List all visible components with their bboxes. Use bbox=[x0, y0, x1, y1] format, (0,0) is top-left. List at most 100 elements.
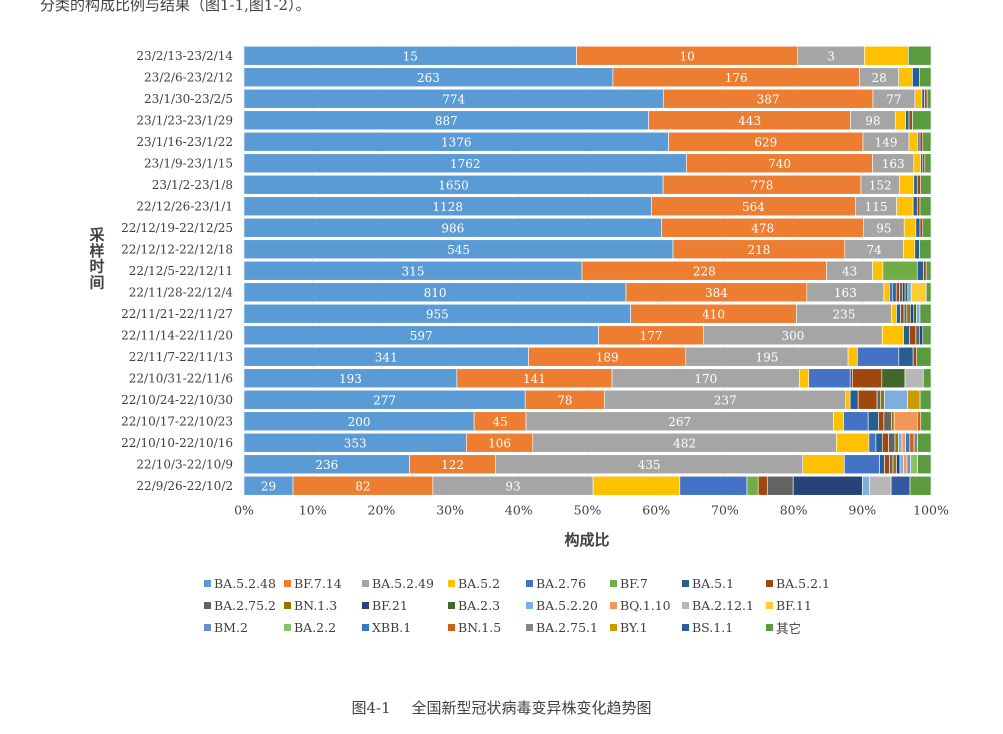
x-tick-label: 70% bbox=[711, 503, 739, 518]
data-label: 263 bbox=[417, 71, 440, 85]
legend-item: BN.1.5 bbox=[448, 620, 526, 635]
bar-segment bbox=[912, 346, 918, 367]
category-label: 22/12/19-22/12/25 bbox=[121, 221, 233, 235]
legend-swatch bbox=[682, 623, 689, 631]
x-tick-label: 10% bbox=[299, 503, 327, 518]
data-label: 315 bbox=[402, 264, 425, 278]
bar-segment bbox=[913, 153, 921, 174]
data-label: 236 bbox=[315, 458, 338, 472]
legend-label: BA.2.75.2 bbox=[214, 597, 276, 613]
bar-segment bbox=[912, 196, 918, 217]
bar-segment bbox=[882, 260, 918, 281]
legend-label: BN.1.5 bbox=[458, 619, 502, 635]
bar-segment bbox=[868, 432, 877, 453]
data-label: 218 bbox=[747, 243, 770, 257]
legend-item: BA.2.75.2 bbox=[204, 598, 284, 613]
legend-item: BA.5.2.20 bbox=[526, 598, 610, 613]
legend-label: BN.1.3 bbox=[294, 597, 338, 613]
legend-item: BF.21 bbox=[362, 598, 448, 613]
bar-segment bbox=[922, 153, 926, 174]
bar-segment bbox=[922, 368, 932, 389]
legend-swatch bbox=[362, 623, 369, 631]
bar-segment bbox=[872, 260, 884, 281]
data-label: 98 bbox=[865, 114, 880, 128]
bar-segment bbox=[892, 282, 897, 303]
category-label: 22/9/26-22/10/2 bbox=[136, 479, 233, 493]
bar-segment bbox=[679, 475, 748, 496]
legend-swatch bbox=[526, 601, 533, 609]
data-label: 778 bbox=[751, 178, 774, 192]
legend-item: BA.2.75.1 bbox=[526, 620, 610, 635]
bar-segment bbox=[910, 454, 918, 475]
bar-segment bbox=[906, 303, 911, 324]
bar-segment bbox=[906, 454, 911, 475]
bar-segment bbox=[878, 411, 885, 432]
x-tick-label: 80% bbox=[780, 503, 808, 518]
bar-segment bbox=[844, 454, 880, 475]
legend-label: BF.7 bbox=[620, 575, 648, 591]
legend-swatch bbox=[610, 579, 617, 587]
bar-segment bbox=[849, 389, 859, 410]
bar-segment bbox=[909, 303, 915, 324]
x-tick-label: 0% bbox=[234, 503, 254, 518]
bar-segment bbox=[891, 303, 897, 324]
bar-segment bbox=[880, 389, 885, 410]
x-tick-label: 20% bbox=[368, 503, 396, 518]
bar-segment bbox=[913, 432, 918, 453]
bar-segment bbox=[912, 110, 932, 131]
bar-segment bbox=[919, 303, 932, 324]
legend-item: BA.2.2 bbox=[284, 620, 362, 635]
bar-segment bbox=[922, 325, 932, 346]
x-tick-label: 40% bbox=[505, 503, 533, 518]
top-text-fragment: 分类的构成比例与结果（图1-1,图1-2）。 bbox=[40, 0, 311, 14]
data-label: 77 bbox=[886, 92, 901, 106]
bar-segment bbox=[916, 260, 924, 281]
bar-segment bbox=[909, 325, 917, 346]
legend-swatch bbox=[448, 623, 455, 631]
bar-segment bbox=[922, 217, 932, 238]
category-label: 23/1/23-23/1/29 bbox=[136, 113, 233, 127]
data-label: 237 bbox=[714, 393, 737, 407]
data-label: 15 bbox=[403, 49, 418, 63]
bar-segment bbox=[903, 239, 916, 260]
chart-legend: BA.5.2.48 BF.7.14 BA.5.2.49 BA.5.2 BA.2.76 BF… bbox=[204, 572, 904, 638]
legend-swatch bbox=[766, 601, 773, 609]
bar-segment bbox=[847, 346, 858, 367]
bar-segment bbox=[908, 45, 932, 66]
category-label: 22/11/21-22/11/27 bbox=[121, 307, 233, 321]
bar-segment bbox=[900, 303, 905, 324]
data-label: 810 bbox=[424, 286, 447, 300]
legend-item: BN.1.3 bbox=[284, 598, 362, 613]
bar-segment bbox=[913, 174, 918, 195]
data-label: 163 bbox=[834, 286, 857, 300]
legend-swatch bbox=[526, 623, 533, 631]
x-tick-label: 100% bbox=[913, 503, 949, 518]
legend-label: BA.5.1 bbox=[692, 575, 735, 591]
bar-segment bbox=[919, 325, 924, 346]
bar-segment bbox=[910, 282, 927, 303]
bar-segment bbox=[912, 67, 920, 88]
data-label: 82 bbox=[355, 479, 370, 493]
bar-segment bbox=[902, 282, 906, 303]
bar-segment bbox=[864, 45, 909, 66]
legend-swatch bbox=[766, 623, 773, 631]
category-label: 22/10/17-22/10/23 bbox=[121, 414, 233, 428]
data-label: 170 bbox=[694, 372, 717, 386]
bar-segment bbox=[836, 432, 870, 453]
bar-segment bbox=[883, 411, 892, 432]
bar-segment bbox=[857, 389, 878, 410]
bar-segment bbox=[908, 110, 913, 131]
bar-segment bbox=[913, 303, 917, 324]
bar-segment bbox=[919, 239, 932, 260]
legend-label: BF.7.14 bbox=[294, 575, 342, 591]
bar-segment bbox=[889, 454, 894, 475]
data-label: 93 bbox=[505, 479, 520, 493]
bar-segment bbox=[884, 454, 890, 475]
legend-item: 其它 bbox=[766, 618, 846, 637]
bar-segment bbox=[903, 217, 917, 238]
bar-segment bbox=[833, 411, 844, 432]
legend-swatch bbox=[284, 579, 291, 587]
data-label: 193 bbox=[339, 372, 362, 386]
data-label: 955 bbox=[426, 307, 449, 321]
bar-segment bbox=[879, 454, 885, 475]
